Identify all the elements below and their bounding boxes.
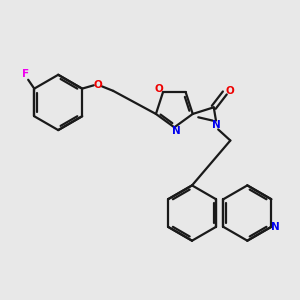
Text: O: O (226, 86, 235, 96)
Text: O: O (154, 84, 163, 94)
Text: N: N (271, 222, 280, 232)
Text: N: N (172, 126, 181, 136)
Text: F: F (22, 69, 29, 79)
Text: O: O (93, 80, 102, 90)
Text: N: N (212, 120, 220, 130)
